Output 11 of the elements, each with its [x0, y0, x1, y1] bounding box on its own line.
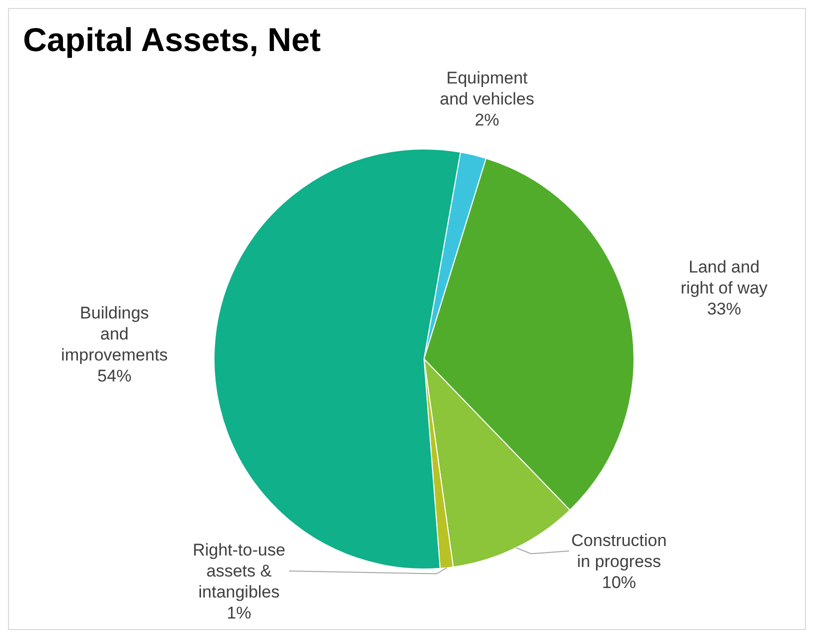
slice-label: Right-to-use assets & intangibles	[192, 540, 286, 601]
data-label: 10%	[602, 572, 636, 592]
slice-label: Construction in progress	[571, 530, 667, 570]
data-label: 33%	[707, 299, 742, 318]
data-label: 2%	[474, 110, 500, 130]
slice-label: Equipment and vehicles	[440, 68, 534, 108]
slice-label: Buildings and improvements	[61, 302, 168, 364]
data-label: 1%	[226, 603, 252, 622]
data-label: 54%	[97, 366, 132, 385]
chart-title: Capital Assets, Net	[23, 21, 321, 59]
slice-label: Land and right of way	[680, 257, 768, 298]
